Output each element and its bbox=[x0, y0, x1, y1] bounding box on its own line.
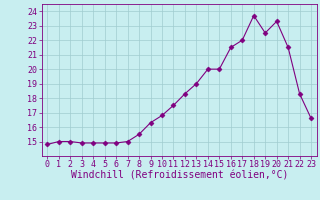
X-axis label: Windchill (Refroidissement éolien,°C): Windchill (Refroidissement éolien,°C) bbox=[70, 171, 288, 181]
